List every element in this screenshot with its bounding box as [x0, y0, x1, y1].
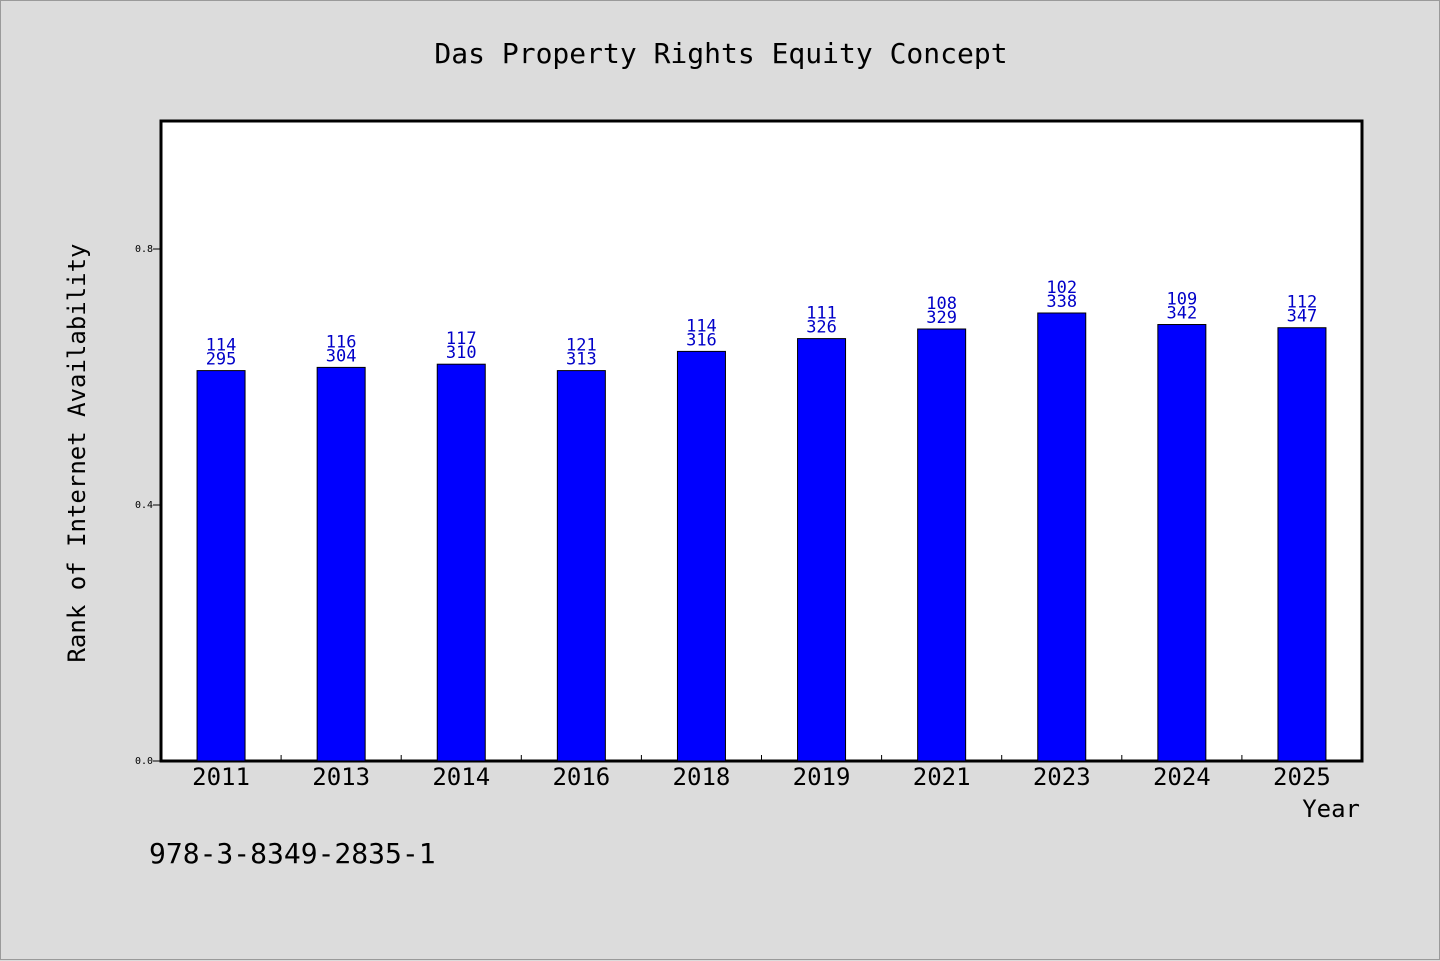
- data-label-bottom: 313: [566, 350, 597, 370]
- x-tick-label: 2018: [673, 763, 731, 791]
- bar: [1277, 327, 1327, 762]
- data-label-bottom: 347: [1287, 307, 1318, 327]
- bars-group: [196, 312, 1327, 762]
- data-label-bottom: 338: [1046, 292, 1077, 312]
- data-label-top: 109: [1166, 290, 1197, 310]
- x-tick-label: 2021: [913, 763, 971, 791]
- data-label-bottom: 310: [446, 343, 477, 363]
- data-label-top: 111: [806, 304, 837, 324]
- x-tick-label: 2025: [1273, 763, 1331, 791]
- data-label-top: 116: [326, 332, 357, 352]
- bar: [1037, 312, 1087, 762]
- x-axis-label: Year: [1302, 795, 1360, 823]
- data-label-top: 114: [206, 336, 237, 356]
- data-label-bottom: 342: [1166, 304, 1197, 324]
- y-axis-ticks: 0.0 0.4 0.8: [135, 244, 161, 767]
- bar: [556, 370, 606, 762]
- footer-identifier: 978-3-8349-2835-1: [149, 837, 436, 870]
- data-label-top: 114: [686, 316, 717, 336]
- data-label-bottom: 295: [206, 350, 237, 370]
- y-tick-label: 0.0: [135, 756, 153, 767]
- x-tick-label: 2016: [552, 763, 610, 791]
- x-tick-label: 2023: [1033, 763, 1091, 791]
- chart-title: Das Property Rights Equity Concept: [434, 37, 1007, 70]
- x-tick-label: 2013: [312, 763, 370, 791]
- x-tick-label: 2014: [432, 763, 490, 791]
- y-axis-label: Rank of Internet Availability: [63, 243, 91, 662]
- y-tick-label: 0.8: [135, 244, 153, 255]
- bar: [436, 363, 486, 762]
- data-label-bottom: 329: [926, 308, 957, 328]
- data-label-top: 108: [926, 294, 957, 314]
- bar: [676, 350, 726, 762]
- bar: [797, 338, 847, 762]
- x-tick-label: 2011: [192, 763, 250, 791]
- y-tick-label: 0.4: [135, 500, 153, 511]
- bar: [196, 370, 246, 762]
- bar: [917, 328, 967, 762]
- data-label-top: 117: [446, 329, 477, 349]
- data-label-bottom: 316: [686, 330, 717, 350]
- data-label-bottom: 326: [806, 318, 837, 338]
- x-tick-label: 2019: [793, 763, 851, 791]
- x-tick-label: 2024: [1153, 763, 1211, 791]
- x-axis-ticks: 2011 2013 2014 2016 2018 2019 2021 2023 2024 2025: [192, 755, 1331, 791]
- bar: [316, 366, 366, 762]
- bar: [1157, 324, 1207, 762]
- data-label-bottom: 304: [326, 346, 357, 366]
- data-label-top: 102: [1046, 278, 1077, 298]
- data-label-top: 112: [1287, 293, 1318, 313]
- data-label-top: 121: [566, 336, 597, 356]
